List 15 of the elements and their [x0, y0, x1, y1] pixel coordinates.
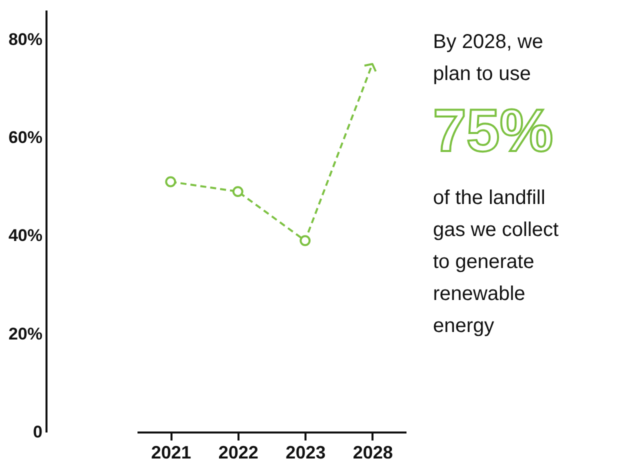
text: By 2028, we plan to use: [433, 31, 544, 85]
point: [300, 235, 311, 246]
y-tick-label: 20%: [8, 324, 42, 344]
text: of the landfill gas we collect to generate renewable energy: [433, 187, 560, 337]
y-tick-label: 80%: [8, 30, 42, 49]
text: 75%: [433, 97, 554, 164]
x-tick-label: 2022: [218, 442, 258, 462]
y-tick-label: 60%: [8, 128, 42, 148]
y-tick-label: 40%: [8, 226, 42, 246]
x-tick-label: 2023: [286, 442, 326, 462]
x-tick-label: 2021: [151, 442, 192, 462]
y-tick-label: 0: [33, 422, 42, 442]
point: [232, 186, 244, 198]
x-tick-label: 2028: [352, 442, 393, 462]
point: [165, 176, 176, 188]
